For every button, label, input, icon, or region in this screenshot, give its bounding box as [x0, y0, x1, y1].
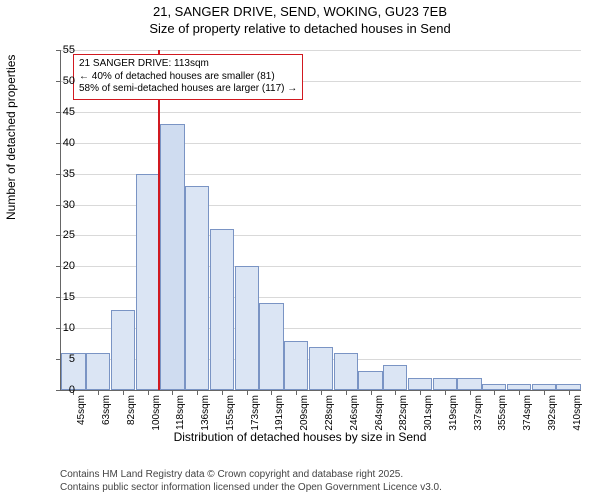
x-tick-label: 301sqm — [423, 395, 434, 435]
x-tick-label: 264sqm — [374, 395, 385, 435]
y-axis-label: Number of detached properties — [4, 55, 18, 220]
x-tick-label: 282sqm — [398, 395, 409, 435]
y-tick-label: 35 — [45, 168, 75, 180]
y-tick-label: 45 — [45, 106, 75, 118]
y-tick-label: 25 — [45, 229, 75, 241]
x-tick-mark — [271, 390, 272, 395]
x-tick-mark — [321, 390, 322, 395]
x-tick-mark — [346, 390, 347, 395]
x-tick-label: 319sqm — [448, 395, 459, 435]
x-tick-label: 63sqm — [101, 395, 112, 435]
histogram-bar — [383, 365, 407, 390]
x-tick-mark — [569, 390, 570, 395]
x-tick-mark — [98, 390, 99, 395]
x-axis-label: Distribution of detached houses by size … — [0, 430, 600, 444]
y-tick-label: 30 — [45, 199, 75, 211]
x-tick-label: 228sqm — [324, 395, 335, 435]
y-tick-label: 50 — [45, 75, 75, 87]
chart-title-block: 21, SANGER DRIVE, SEND, WOKING, GU23 7EB… — [0, 0, 600, 38]
x-tick-mark — [148, 390, 149, 395]
x-tick-mark — [197, 390, 198, 395]
footer-line-1: Contains HM Land Registry data © Crown c… — [60, 469, 442, 482]
histogram-bar — [136, 174, 160, 390]
x-tick-label: 191sqm — [274, 395, 285, 435]
x-tick-label: 209sqm — [299, 395, 310, 435]
y-gridline — [61, 143, 581, 144]
x-tick-label: 100sqm — [151, 395, 162, 435]
x-tick-label: 173sqm — [250, 395, 261, 435]
y-tick-label: 10 — [45, 322, 75, 334]
histogram-bar — [284, 341, 308, 390]
x-tick-mark — [123, 390, 124, 395]
histogram-bar — [358, 371, 382, 390]
histogram-bar — [433, 378, 457, 390]
x-tick-mark — [395, 390, 396, 395]
title-line-1: 21, SANGER DRIVE, SEND, WOKING, GU23 7EB — [0, 4, 600, 21]
x-tick-mark — [371, 390, 372, 395]
annotation-line: 21 SANGER DRIVE: 113sqm — [79, 58, 297, 71]
y-tick-label: 40 — [45, 137, 75, 149]
x-tick-mark — [296, 390, 297, 395]
property-marker-line — [158, 50, 160, 390]
footer-credits: Contains HM Land Registry data © Crown c… — [60, 469, 442, 494]
histogram-bar — [111, 310, 135, 390]
x-tick-mark — [445, 390, 446, 395]
footer-line-2: Contains public sector information licen… — [60, 482, 442, 495]
x-tick-label: 410sqm — [572, 395, 583, 435]
histogram-bar — [457, 378, 481, 390]
x-tick-label: 136sqm — [200, 395, 211, 435]
y-tick-label: 55 — [45, 44, 75, 56]
y-gridline — [61, 50, 581, 51]
histogram-bar — [210, 229, 234, 390]
histogram-bar — [185, 186, 209, 390]
histogram-bar — [160, 124, 184, 390]
histogram-bar — [86, 353, 110, 390]
y-gridline — [61, 112, 581, 113]
title-line-2: Size of property relative to detached ho… — [0, 21, 600, 38]
x-tick-label: 246sqm — [349, 395, 360, 435]
x-tick-label: 392sqm — [547, 395, 558, 435]
histogram-bar — [309, 347, 333, 390]
x-tick-mark — [172, 390, 173, 395]
y-tick-label: 0 — [45, 384, 75, 396]
annotation-box: 21 SANGER DRIVE: 113sqm← 40% of detached… — [73, 54, 303, 100]
x-tick-mark — [519, 390, 520, 395]
annotation-line: 58% of semi-detached houses are larger (… — [79, 83, 297, 96]
x-tick-label: 45sqm — [76, 395, 87, 435]
x-tick-mark — [420, 390, 421, 395]
plot-area: 45sqm63sqm82sqm100sqm118sqm136sqm155sqm1… — [60, 50, 581, 391]
x-tick-label: 355sqm — [497, 395, 508, 435]
histogram-bar — [408, 378, 432, 390]
x-tick-label: 337sqm — [473, 395, 484, 435]
y-tick-label: 15 — [45, 291, 75, 303]
x-tick-label: 374sqm — [522, 395, 533, 435]
annotation-line: ← 40% of detached houses are smaller (81… — [79, 71, 297, 84]
x-tick-mark — [247, 390, 248, 395]
x-tick-mark — [222, 390, 223, 395]
x-tick-label: 118sqm — [175, 395, 186, 435]
x-tick-label: 82sqm — [126, 395, 137, 435]
histogram-bar — [334, 353, 358, 390]
x-tick-label: 155sqm — [225, 395, 236, 435]
chart-container: Number of detached properties 45sqm63sqm… — [0, 40, 600, 450]
x-tick-mark — [494, 390, 495, 395]
y-tick-label: 20 — [45, 260, 75, 272]
histogram-bar — [259, 303, 283, 390]
x-tick-mark — [470, 390, 471, 395]
y-tick-label: 5 — [45, 353, 75, 365]
histogram-bar — [235, 266, 259, 390]
x-tick-mark — [544, 390, 545, 395]
